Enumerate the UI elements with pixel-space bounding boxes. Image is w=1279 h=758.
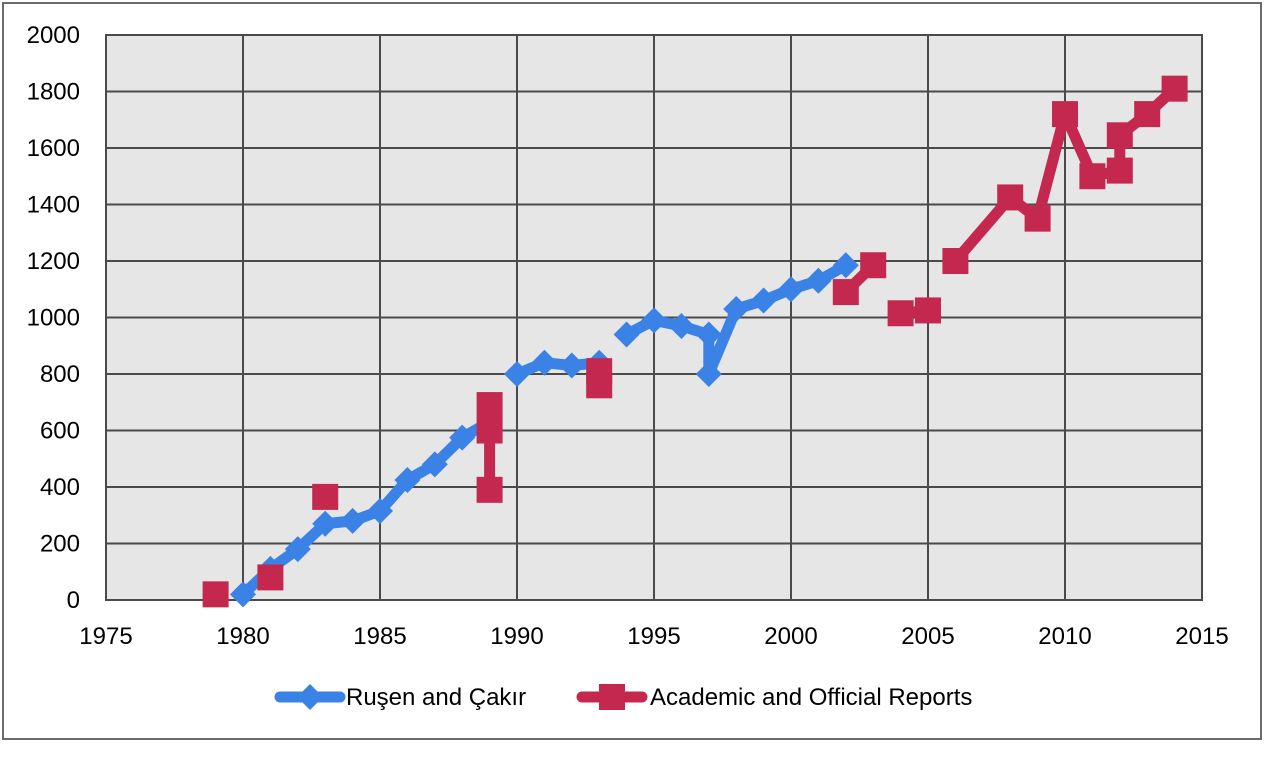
- series-layer: [202, 75, 1188, 608]
- data-point: [723, 296, 750, 323]
- legend-item-1: Academic and Official Reports: [576, 684, 972, 711]
- x-tick-label: 1985: [353, 623, 406, 650]
- data-point: [805, 267, 832, 294]
- data-point: [558, 352, 585, 379]
- data-point: [641, 307, 667, 334]
- series-line: [511, 357, 605, 380]
- legend-swatch-marker: [599, 684, 625, 710]
- data-point: [531, 349, 558, 376]
- data-point: [257, 564, 284, 591]
- data-point: [230, 581, 256, 608]
- data-point: [887, 300, 914, 327]
- data-point: [695, 361, 722, 387]
- data-point: [367, 498, 393, 525]
- data-point: [284, 536, 311, 563]
- x-tick-label: 2000: [764, 623, 817, 650]
- data-point: [778, 276, 804, 303]
- y-axis-tick-labels: 0 200 400 600 800 1000 1200 1400 1600 1800 2000: [27, 22, 80, 614]
- data-point: [915, 297, 941, 324]
- data-point: [586, 372, 613, 399]
- data-point: [668, 312, 695, 339]
- data-point: [504, 361, 530, 387]
- y-tick-label: 1400: [27, 192, 80, 219]
- data-point: [312, 510, 339, 537]
- data-point: [997, 184, 1024, 211]
- data-point: [312, 483, 339, 510]
- y-tick-label: 200: [40, 531, 80, 558]
- y-tick-label: 1000: [27, 305, 80, 332]
- x-axis-tick-labels: 1975 1980 1985 1990 1995 2000 2005 2010 2015: [79, 623, 1228, 650]
- series-1: [202, 75, 1188, 608]
- x-tick-label: 1990: [490, 623, 543, 650]
- data-point: [1106, 122, 1133, 149]
- data-point: [750, 287, 777, 314]
- data-point: [202, 581, 229, 608]
- y-tick-label: 1600: [27, 135, 80, 162]
- y-tick-label: 1200: [27, 248, 80, 275]
- data-point: [394, 466, 421, 493]
- data-point: [476, 417, 503, 444]
- x-tick-label: 1975: [79, 623, 132, 650]
- data-point: [832, 252, 859, 279]
- legend-label: Ruşen and Çakır: [346, 684, 526, 711]
- data-point: [1161, 75, 1188, 102]
- data-point: [695, 321, 722, 348]
- data-point: [449, 424, 476, 451]
- data-point: [476, 476, 503, 503]
- data-point: [613, 321, 640, 348]
- legend-item-0: Ruşen and Çakır: [274, 684, 526, 711]
- plot-border: [105, 34, 1203, 601]
- legend-swatch-marker: [297, 684, 323, 710]
- data-point: [832, 279, 859, 306]
- data-point: [476, 392, 503, 419]
- data-point: [1024, 205, 1051, 232]
- y-tick-label: 0: [67, 587, 80, 614]
- x-tick-label: 2010: [1038, 623, 1091, 650]
- y-tick-label: 800: [40, 361, 80, 388]
- data-point: [1106, 157, 1133, 184]
- data-point: [1079, 163, 1106, 190]
- data-point: [1052, 101, 1078, 128]
- x-tick-label: 1980: [216, 623, 269, 650]
- y-tick-label: 1800: [27, 79, 80, 106]
- series-0: [230, 252, 859, 608]
- data-point: [421, 451, 448, 478]
- data-point: [1134, 101, 1161, 128]
- data-point: [942, 248, 969, 274]
- series-line: [237, 416, 496, 600]
- legend-label: Academic and Official Reports: [650, 684, 972, 711]
- y-tick-label: 2000: [27, 22, 80, 49]
- data-point: [339, 507, 366, 534]
- x-tick-label: 2015: [1175, 623, 1228, 650]
- legend: Ruşen and Çakır Academic and Official Rep…: [274, 684, 972, 711]
- x-tick-label: 2005: [901, 623, 954, 650]
- series-line: [621, 259, 852, 380]
- y-tick-label: 600: [40, 418, 80, 445]
- data-point: [860, 252, 887, 279]
- y-tick-label: 400: [40, 474, 80, 501]
- x-tick-label: 1995: [627, 623, 680, 650]
